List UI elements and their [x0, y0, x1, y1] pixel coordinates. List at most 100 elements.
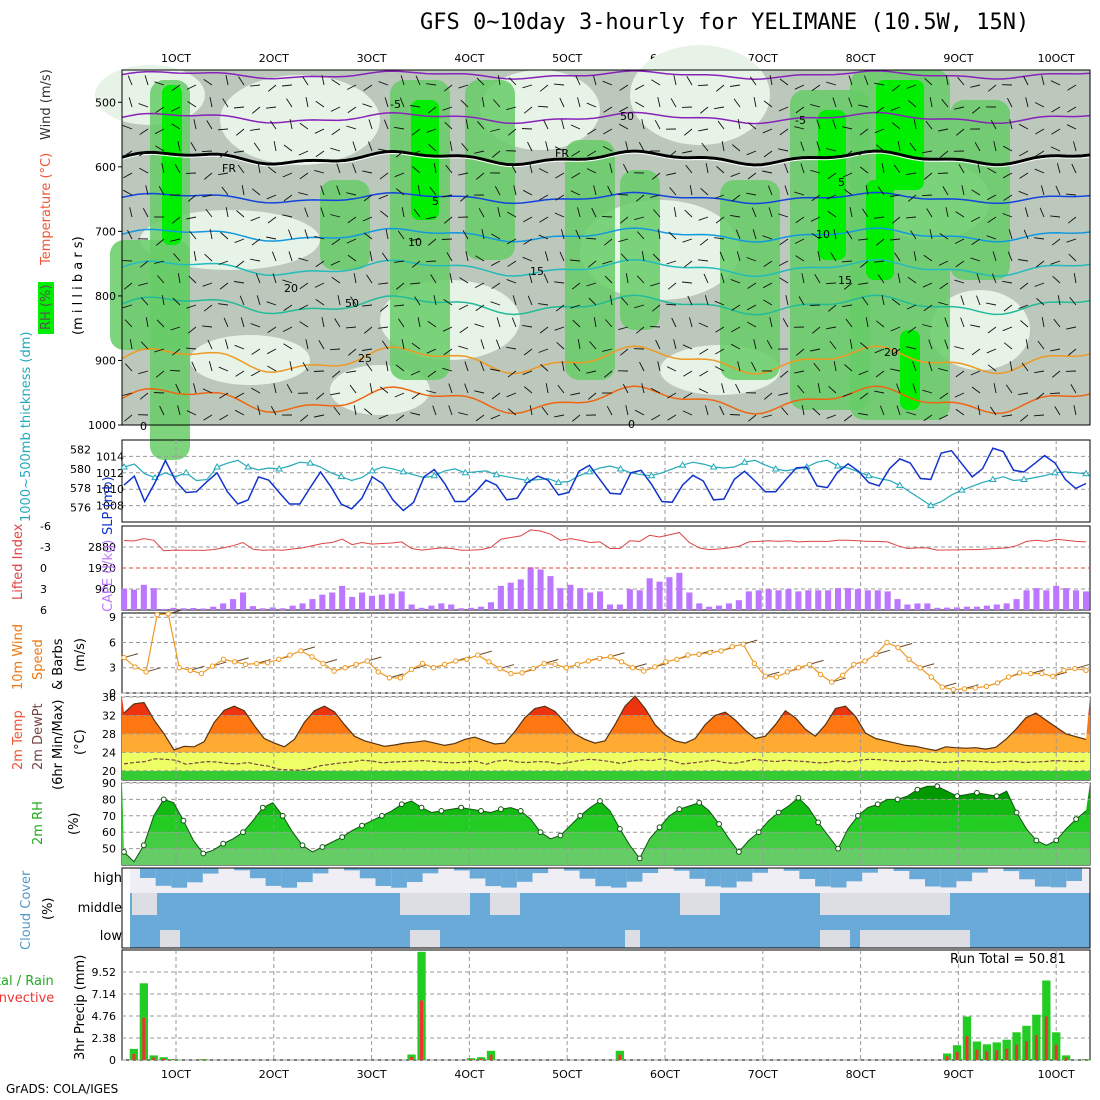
wind-barb	[795, 255, 805, 262]
wind10m-marker	[840, 672, 846, 678]
wind-barb	[577, 97, 581, 108]
wind-barb	[282, 279, 293, 284]
cape-bar	[864, 590, 871, 610]
precip-convective-bar	[975, 1049, 979, 1060]
wind-barb	[412, 166, 421, 174]
wind-barb	[188, 194, 197, 202]
wind-barb	[369, 383, 373, 394]
rh2m-marker	[379, 812, 385, 819]
wind-barb	[571, 282, 581, 290]
wind-barb	[735, 383, 741, 394]
wind-barb	[602, 80, 613, 86]
rh-band	[122, 815, 1090, 833]
wind-barb	[1041, 75, 1045, 86]
rh-legend-label: RH (%)	[39, 285, 54, 330]
wind-barb	[171, 348, 181, 356]
wind-barb	[769, 75, 773, 86]
wind-barb	[625, 141, 629, 152]
cape-bar	[775, 590, 782, 610]
wind-barb	[875, 370, 885, 378]
wind-barb	[746, 150, 757, 156]
cape-bar	[1043, 590, 1050, 610]
cape-bar	[378, 594, 385, 610]
wind-barb	[715, 348, 725, 355]
thickness-marker	[275, 464, 284, 472]
wind-barb	[142, 207, 149, 218]
wind-barb	[345, 326, 357, 329]
wind-barb	[1050, 260, 1061, 265]
wind-barb	[506, 238, 517, 245]
wind-barb	[413, 208, 421, 218]
wind-barb	[571, 150, 581, 157]
wind-barb	[954, 279, 965, 284]
wind-barb	[921, 194, 933, 197]
wind-barb	[217, 128, 229, 131]
precip-convective-bar	[1025, 1041, 1028, 1060]
wind-barb	[474, 323, 485, 328]
rh2m-marker	[716, 821, 722, 827]
wind-barb	[986, 194, 997, 201]
wind-barb	[299, 172, 309, 180]
wind-barb	[331, 128, 341, 136]
wind-barb	[477, 121, 485, 130]
wind-barb	[443, 348, 453, 356]
wind-barb	[1002, 172, 1013, 179]
wind-barb	[464, 383, 469, 394]
wind-barb	[890, 326, 901, 332]
wind-barb	[234, 344, 245, 350]
wind10m-marker	[895, 644, 901, 651]
wind-barb	[1057, 295, 1061, 306]
rh2m-marker	[240, 829, 246, 836]
wind-barb	[559, 97, 565, 108]
wind10m-marker	[165, 611, 171, 617]
wind-barb	[651, 414, 661, 421]
wind-barb	[202, 325, 213, 328]
rh2m-marker	[140, 842, 147, 849]
wind-barb	[432, 405, 437, 416]
wind-barb	[218, 172, 229, 176]
rh2m-marker	[597, 798, 603, 804]
wind-barb	[849, 207, 853, 218]
wind-barb	[730, 84, 741, 87]
wind-barb	[925, 120, 933, 130]
wind10m-frame	[121, 612, 1091, 694]
wind-barb	[478, 208, 485, 218]
wind-barb	[465, 119, 469, 130]
wind-barb	[763, 100, 773, 108]
wind-barb	[714, 300, 725, 306]
wind-barb	[282, 172, 293, 178]
thickness-marker	[647, 471, 656, 479]
wind-barb	[426, 348, 437, 354]
wind-barb	[381, 252, 389, 262]
wind-barb	[890, 106, 901, 112]
wind-barb	[874, 260, 885, 263]
cloud-high-bar	[391, 868, 407, 888]
cape-bar	[468, 607, 475, 610]
wind-barb	[655, 339, 661, 350]
cape-bar	[606, 604, 613, 610]
wind-barb	[986, 348, 997, 354]
wind-barb	[747, 282, 757, 289]
wind-barb	[235, 370, 245, 377]
wind-barb	[896, 405, 901, 416]
wind-barb	[314, 235, 325, 240]
precip-convective-bar	[1084, 1059, 1088, 1060]
wind-barb	[522, 84, 533, 89]
wind-barb	[369, 251, 373, 262]
wind-barb	[874, 348, 885, 354]
wind-barb	[187, 101, 197, 108]
wind10m-marker	[1005, 674, 1012, 680]
rh2m-tick-label: 90	[102, 777, 116, 790]
wind-barb	[586, 168, 597, 174]
wind-barb	[385, 229, 389, 240]
wind-barb	[236, 210, 245, 218]
wind-barb	[266, 106, 277, 109]
rh2m-marker	[180, 817, 187, 824]
temp2m-tick-label: 36	[102, 691, 116, 704]
wind-barb	[186, 216, 197, 220]
wind-barb	[699, 238, 709, 246]
wind-barb	[730, 343, 741, 350]
wind-barb	[987, 216, 997, 223]
wind-barb	[557, 384, 565, 394]
wind-barb	[480, 361, 485, 372]
